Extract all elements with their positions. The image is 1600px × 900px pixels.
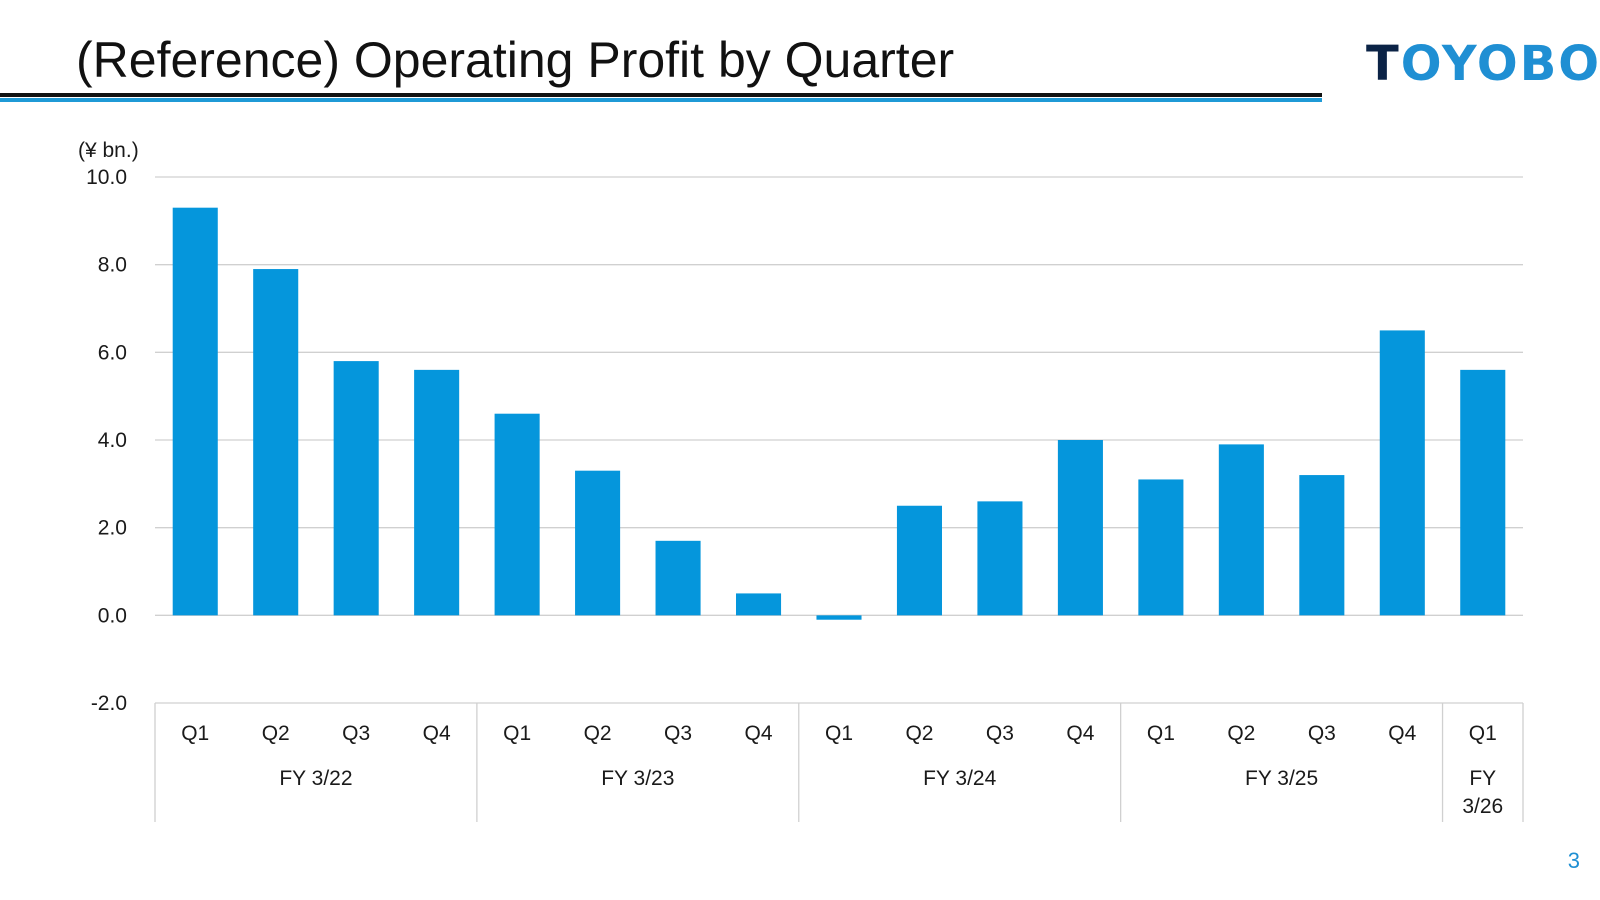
x-tick-label: Q3	[664, 722, 692, 745]
y-tick-label: 8.0	[98, 254, 127, 277]
bar-14	[1218, 444, 1264, 616]
bar-9	[816, 615, 862, 620]
bar-16	[1379, 330, 1425, 616]
logo-letters-rest: OYOBO	[1400, 36, 1600, 92]
x-tick-label: Q4	[423, 722, 451, 745]
x-tick-label: Q1	[503, 722, 531, 745]
x-tick-label: Q4	[1388, 722, 1416, 745]
y-tick-label: 10.0	[86, 166, 127, 189]
fiscal-year-label: FY 3/22	[279, 767, 352, 790]
x-tick-label: Q1	[181, 722, 209, 745]
y-tick-label: 2.0	[98, 517, 127, 540]
logo-letter-initial: T	[1366, 36, 1401, 92]
bar-8	[735, 593, 782, 616]
bar-3	[333, 361, 379, 616]
x-tick-label: Q2	[262, 722, 290, 745]
y-tick-label: -2.0	[91, 692, 127, 715]
fiscal-year-label: FY 3/26	[1462, 767, 1503, 818]
bar-6	[575, 470, 621, 616]
bar-7	[655, 540, 701, 616]
page-number: 3	[1567, 848, 1580, 873]
toyobo-logo: TOYOBO	[1366, 34, 1600, 94]
x-tick-label: Q1	[1469, 722, 1497, 745]
bar-5	[494, 413, 540, 616]
axes: (¥ bn.) 10.0 8.0 6.0 4.0 2.0 0.0 -2.0 Q1 Q2 Q3 Q4 Q1…	[78, 139, 1524, 822]
bar-1	[172, 207, 218, 616]
x-tick-label: Q4	[745, 722, 773, 745]
y-tick-label: 0.0	[98, 604, 127, 627]
y-tick-label: 6.0	[98, 341, 127, 364]
bar-12	[1057, 440, 1103, 616]
x-tick-label: Q2	[905, 722, 933, 745]
fiscal-year-label-line: FY 3/25	[1245, 767, 1318, 790]
fiscal-year-label-line: 3/26	[1462, 795, 1503, 818]
bars	[172, 207, 1506, 620]
fiscal-year-label: FY 3/23	[601, 767, 674, 790]
bar-2	[253, 269, 299, 616]
bar-11	[977, 501, 1023, 616]
bar-4	[414, 369, 460, 616]
y-tick-label: 4.0	[98, 429, 127, 452]
bar-15	[1299, 475, 1345, 616]
x-tick-label: Q2	[1227, 722, 1255, 745]
x-tick-label: Q1	[825, 722, 853, 745]
x-tick-label: Q3	[342, 722, 370, 745]
fiscal-year-label: FY 3/25	[1245, 767, 1318, 790]
bar-10	[896, 505, 943, 616]
y-axis-unit-label: (¥ bn.)	[78, 139, 139, 162]
fiscal-year-label: FY 3/24	[923, 767, 996, 790]
x-tick-label: Q2	[584, 722, 612, 745]
title-underline-black	[0, 93, 1322, 97]
bar-13	[1138, 479, 1184, 616]
title-underline-blue	[0, 98, 1322, 102]
x-tick-label: Q3	[986, 722, 1014, 745]
gridlines	[155, 176, 1523, 616]
x-tick-label: Q4	[1066, 722, 1094, 745]
fiscal-year-label-line: FY 3/23	[601, 767, 674, 790]
x-tick-label: Q1	[1147, 722, 1175, 745]
fiscal-year-label-line: FY 3/24	[923, 767, 996, 790]
bar-17	[1460, 369, 1506, 616]
fiscal-year-label-line: FY	[1469, 767, 1496, 790]
page-title: (Reference) Operating Profit by Quarter	[76, 32, 955, 88]
x-tick-label: Q3	[1308, 722, 1336, 745]
fiscal-year-label-line: FY 3/22	[279, 767, 352, 790]
